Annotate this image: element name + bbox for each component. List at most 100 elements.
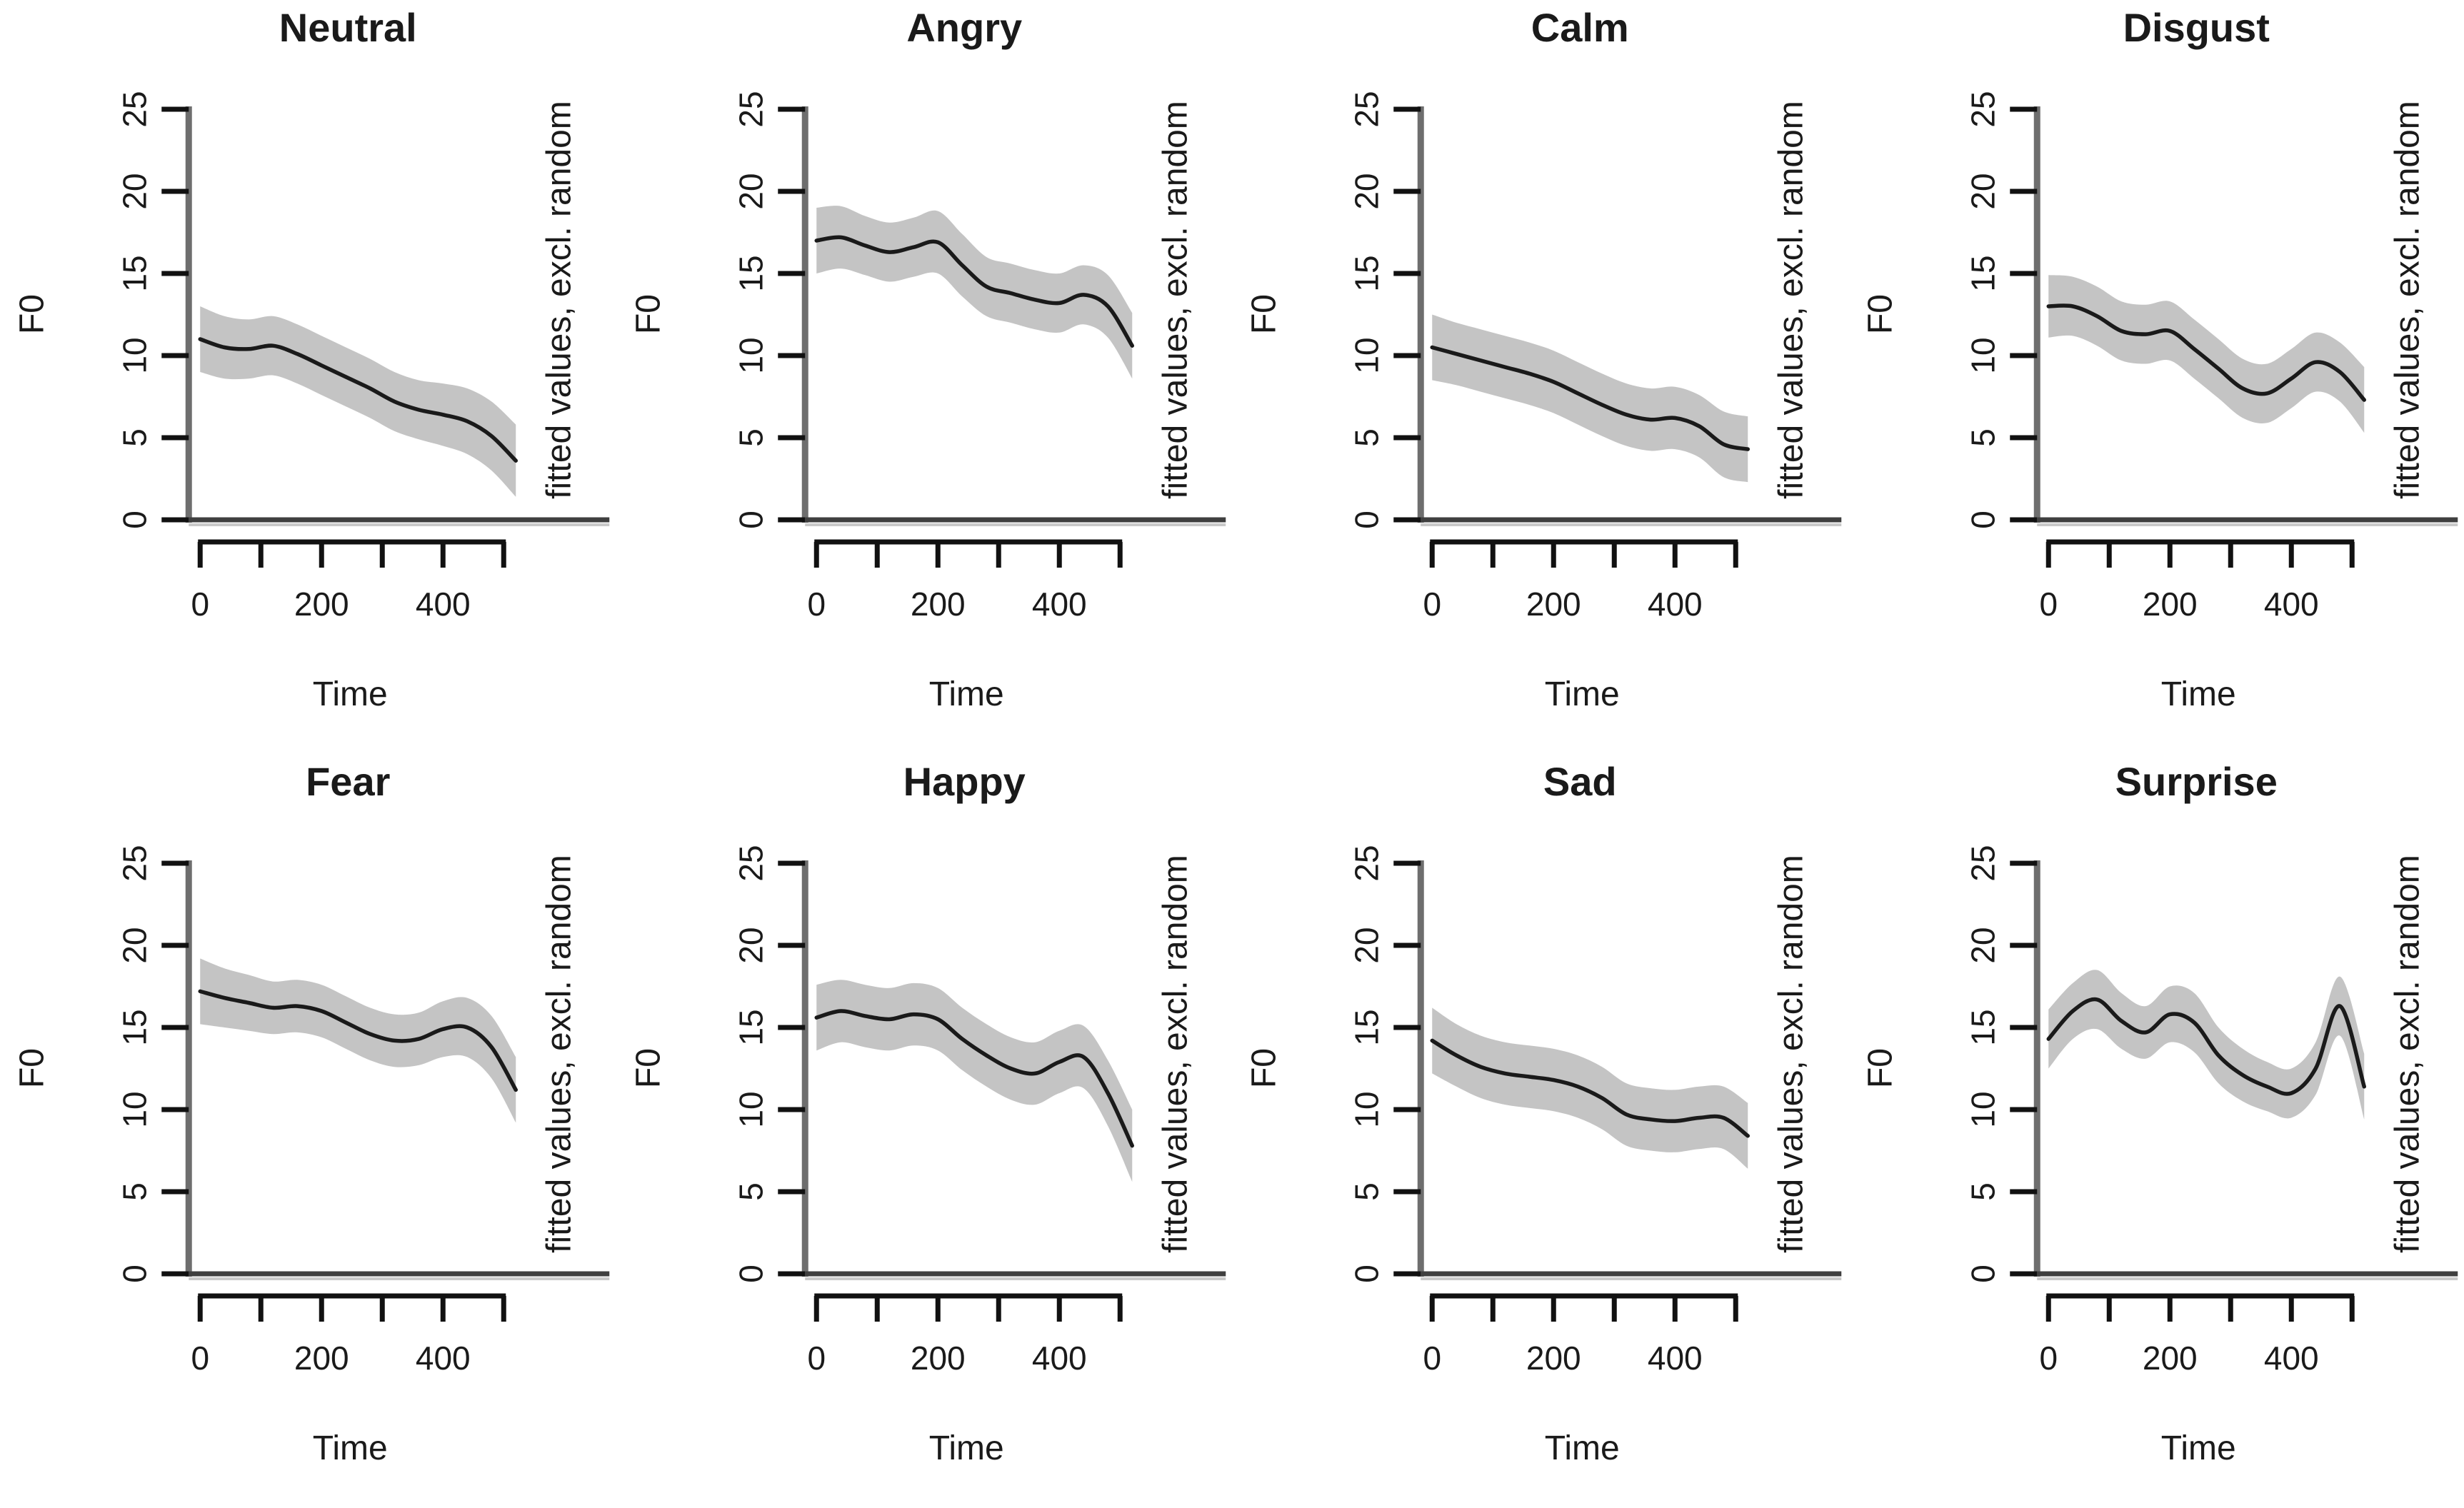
y-tick-label: 0 bbox=[1348, 511, 1385, 529]
y-tick-label: 5 bbox=[116, 1182, 153, 1201]
y-tick-label: 0 bbox=[732, 511, 769, 529]
x-axis-title: Time bbox=[928, 1429, 1003, 1467]
panel-sad: 0 5 10 15 20 25 0 200 400 Sad F0 Time fitted values,… bbox=[1232, 754, 1848, 1508]
panel-fear: 0 5 10 15 20 25 0 200 400 Fear F0 Time fitted values… bbox=[0, 754, 616, 1508]
x-tick-label: 0 bbox=[807, 585, 826, 623]
y-tick-label: 0 bbox=[116, 1265, 153, 1283]
x-tick-label: 200 bbox=[2142, 1339, 2197, 1377]
panel-angry: 0 5 10 15 20 25 0 200 400 Angry F0 Time fitted value… bbox=[616, 0, 1232, 754]
chart-happy: 0 5 10 15 20 25 0 200 400 Happy F0 Time fitted value… bbox=[629, 759, 1226, 1467]
y-tick-label: 15 bbox=[1348, 255, 1385, 291]
x-tick-label: 200 bbox=[1526, 585, 1581, 623]
y-tick-label: 10 bbox=[1348, 337, 1385, 373]
panel-title: Surprise bbox=[2115, 759, 2277, 804]
y-axis-title: F0 bbox=[13, 1048, 51, 1088]
right-axis-label: fitted values, excl. random bbox=[1772, 855, 1810, 1253]
x-axis-title: Time bbox=[2160, 1429, 2235, 1467]
y-tick-label: 0 bbox=[1348, 1265, 1385, 1283]
confidence-band bbox=[200, 306, 516, 497]
x-tick-label: 400 bbox=[1648, 585, 1703, 623]
y-tick-label: 15 bbox=[1964, 255, 2001, 291]
fitted-line bbox=[198, 337, 518, 463]
y-axis-title: F0 bbox=[629, 294, 667, 334]
panel-title: Happy bbox=[903, 759, 1025, 804]
chart-calm: 0 5 10 15 20 25 0 200 400 Calm F0 Time fitted values… bbox=[1245, 5, 1842, 713]
x-tick-label: 400 bbox=[2263, 585, 2318, 623]
y-tick-label: 20 bbox=[1348, 173, 1385, 209]
fitted-line bbox=[814, 235, 1134, 348]
right-axis-label: fitted values, excl. random bbox=[1772, 101, 1810, 499]
y-tick-label: 15 bbox=[116, 255, 153, 291]
y-tick-label: 25 bbox=[1964, 91, 2001, 127]
y-tick-label: 15 bbox=[732, 1009, 769, 1045]
fitted-line bbox=[1430, 345, 1750, 451]
right-axis-label: fitted values, excl. random bbox=[540, 101, 578, 499]
x-axis-title: Time bbox=[1545, 675, 1620, 713]
fitted-line bbox=[814, 1009, 1134, 1148]
panel-title: Calm bbox=[1531, 5, 1629, 50]
fitted-line bbox=[2046, 303, 2366, 402]
confidence-band bbox=[816, 206, 1132, 379]
y-axis-title: F0 bbox=[629, 1048, 667, 1088]
x-tick-label: 0 bbox=[191, 585, 209, 623]
chart-fear: 0 5 10 15 20 25 0 200 400 Fear F0 Time fitted values… bbox=[13, 759, 610, 1467]
y-tick-label: 10 bbox=[1348, 1091, 1385, 1127]
y-tick-label: 0 bbox=[732, 1265, 769, 1283]
x-tick-label: 400 bbox=[1648, 1339, 1703, 1377]
chart-surprise: 0 5 10 15 20 25 0 200 400 Surprise F0 Time fitted va… bbox=[1861, 759, 2458, 1467]
y-tick-label: 25 bbox=[1348, 91, 1385, 127]
x-tick-label: 400 bbox=[1031, 585, 1086, 623]
panel-title: Angry bbox=[906, 5, 1022, 50]
x-tick-label: 200 bbox=[294, 585, 349, 623]
panel-title: Fear bbox=[306, 759, 390, 804]
y-tick-label: 20 bbox=[732, 173, 769, 209]
x-axis-title: Time bbox=[313, 1429, 388, 1467]
confidence-band bbox=[200, 958, 516, 1123]
panel-calm: 0 5 10 15 20 25 0 200 400 Calm F0 Time fitted values… bbox=[1232, 0, 1848, 754]
y-tick-label: 25 bbox=[1348, 845, 1385, 881]
x-tick-label: 400 bbox=[416, 1339, 471, 1377]
x-tick-label: 400 bbox=[1031, 1339, 1086, 1377]
y-tick-label: 25 bbox=[1964, 845, 2001, 881]
x-tick-label: 200 bbox=[1526, 1339, 1581, 1377]
right-axis-label: fitted values, excl. random bbox=[2388, 855, 2426, 1253]
x-axis-title: Time bbox=[1545, 1429, 1620, 1467]
right-axis-label: fitted values, excl. random bbox=[1156, 101, 1194, 499]
right-axis-label: fitted values, excl. random bbox=[540, 855, 578, 1253]
y-tick-label: 0 bbox=[1964, 511, 2001, 529]
y-tick-label: 5 bbox=[116, 428, 153, 447]
panel-title: Neutral bbox=[279, 5, 417, 50]
panel-title: Sad bbox=[1543, 759, 1617, 804]
x-tick-label: 0 bbox=[2039, 1339, 2058, 1377]
y-tick-label: 15 bbox=[1348, 1009, 1385, 1045]
y-tick-label: 20 bbox=[116, 173, 153, 209]
y-tick-label: 25 bbox=[116, 91, 153, 127]
y-tick-label: 5 bbox=[732, 1182, 769, 1201]
y-tick-label: 10 bbox=[732, 337, 769, 373]
y-tick-label: 20 bbox=[1964, 927, 2001, 963]
y-tick-label: 10 bbox=[116, 1091, 153, 1127]
confidence-band bbox=[2048, 275, 2364, 433]
y-axis-title: F0 bbox=[13, 294, 51, 334]
y-tick-label: 20 bbox=[732, 927, 769, 963]
chart-angry: 0 5 10 15 20 25 0 200 400 Angry F0 Time fitted value… bbox=[629, 5, 1226, 713]
fitted-line bbox=[1430, 1038, 1750, 1138]
x-tick-label: 0 bbox=[807, 1339, 826, 1377]
x-tick-label: 200 bbox=[2142, 585, 2197, 623]
x-tick-label: 0 bbox=[2039, 585, 2058, 623]
x-tick-label: 200 bbox=[910, 585, 965, 623]
x-axis-title: Time bbox=[928, 675, 1003, 713]
y-tick-label: 5 bbox=[1348, 428, 1385, 447]
y-tick-label: 5 bbox=[1964, 1182, 2001, 1201]
panel-neutral: 0 5 10 15 20 25 0 200 400 Neutral F0 Time fitted val… bbox=[0, 0, 616, 754]
fitted-line bbox=[2046, 997, 2366, 1096]
y-tick-label: 5 bbox=[1964, 428, 2001, 447]
confidence-band bbox=[816, 980, 1132, 1182]
y-tick-label: 5 bbox=[732, 428, 769, 447]
x-tick-label: 0 bbox=[1423, 585, 1441, 623]
y-tick-label: 10 bbox=[1964, 1091, 2001, 1127]
y-tick-label: 20 bbox=[116, 927, 153, 963]
y-tick-label: 15 bbox=[116, 1009, 153, 1045]
right-axis-label: fitted values, excl. random bbox=[1156, 855, 1194, 1253]
